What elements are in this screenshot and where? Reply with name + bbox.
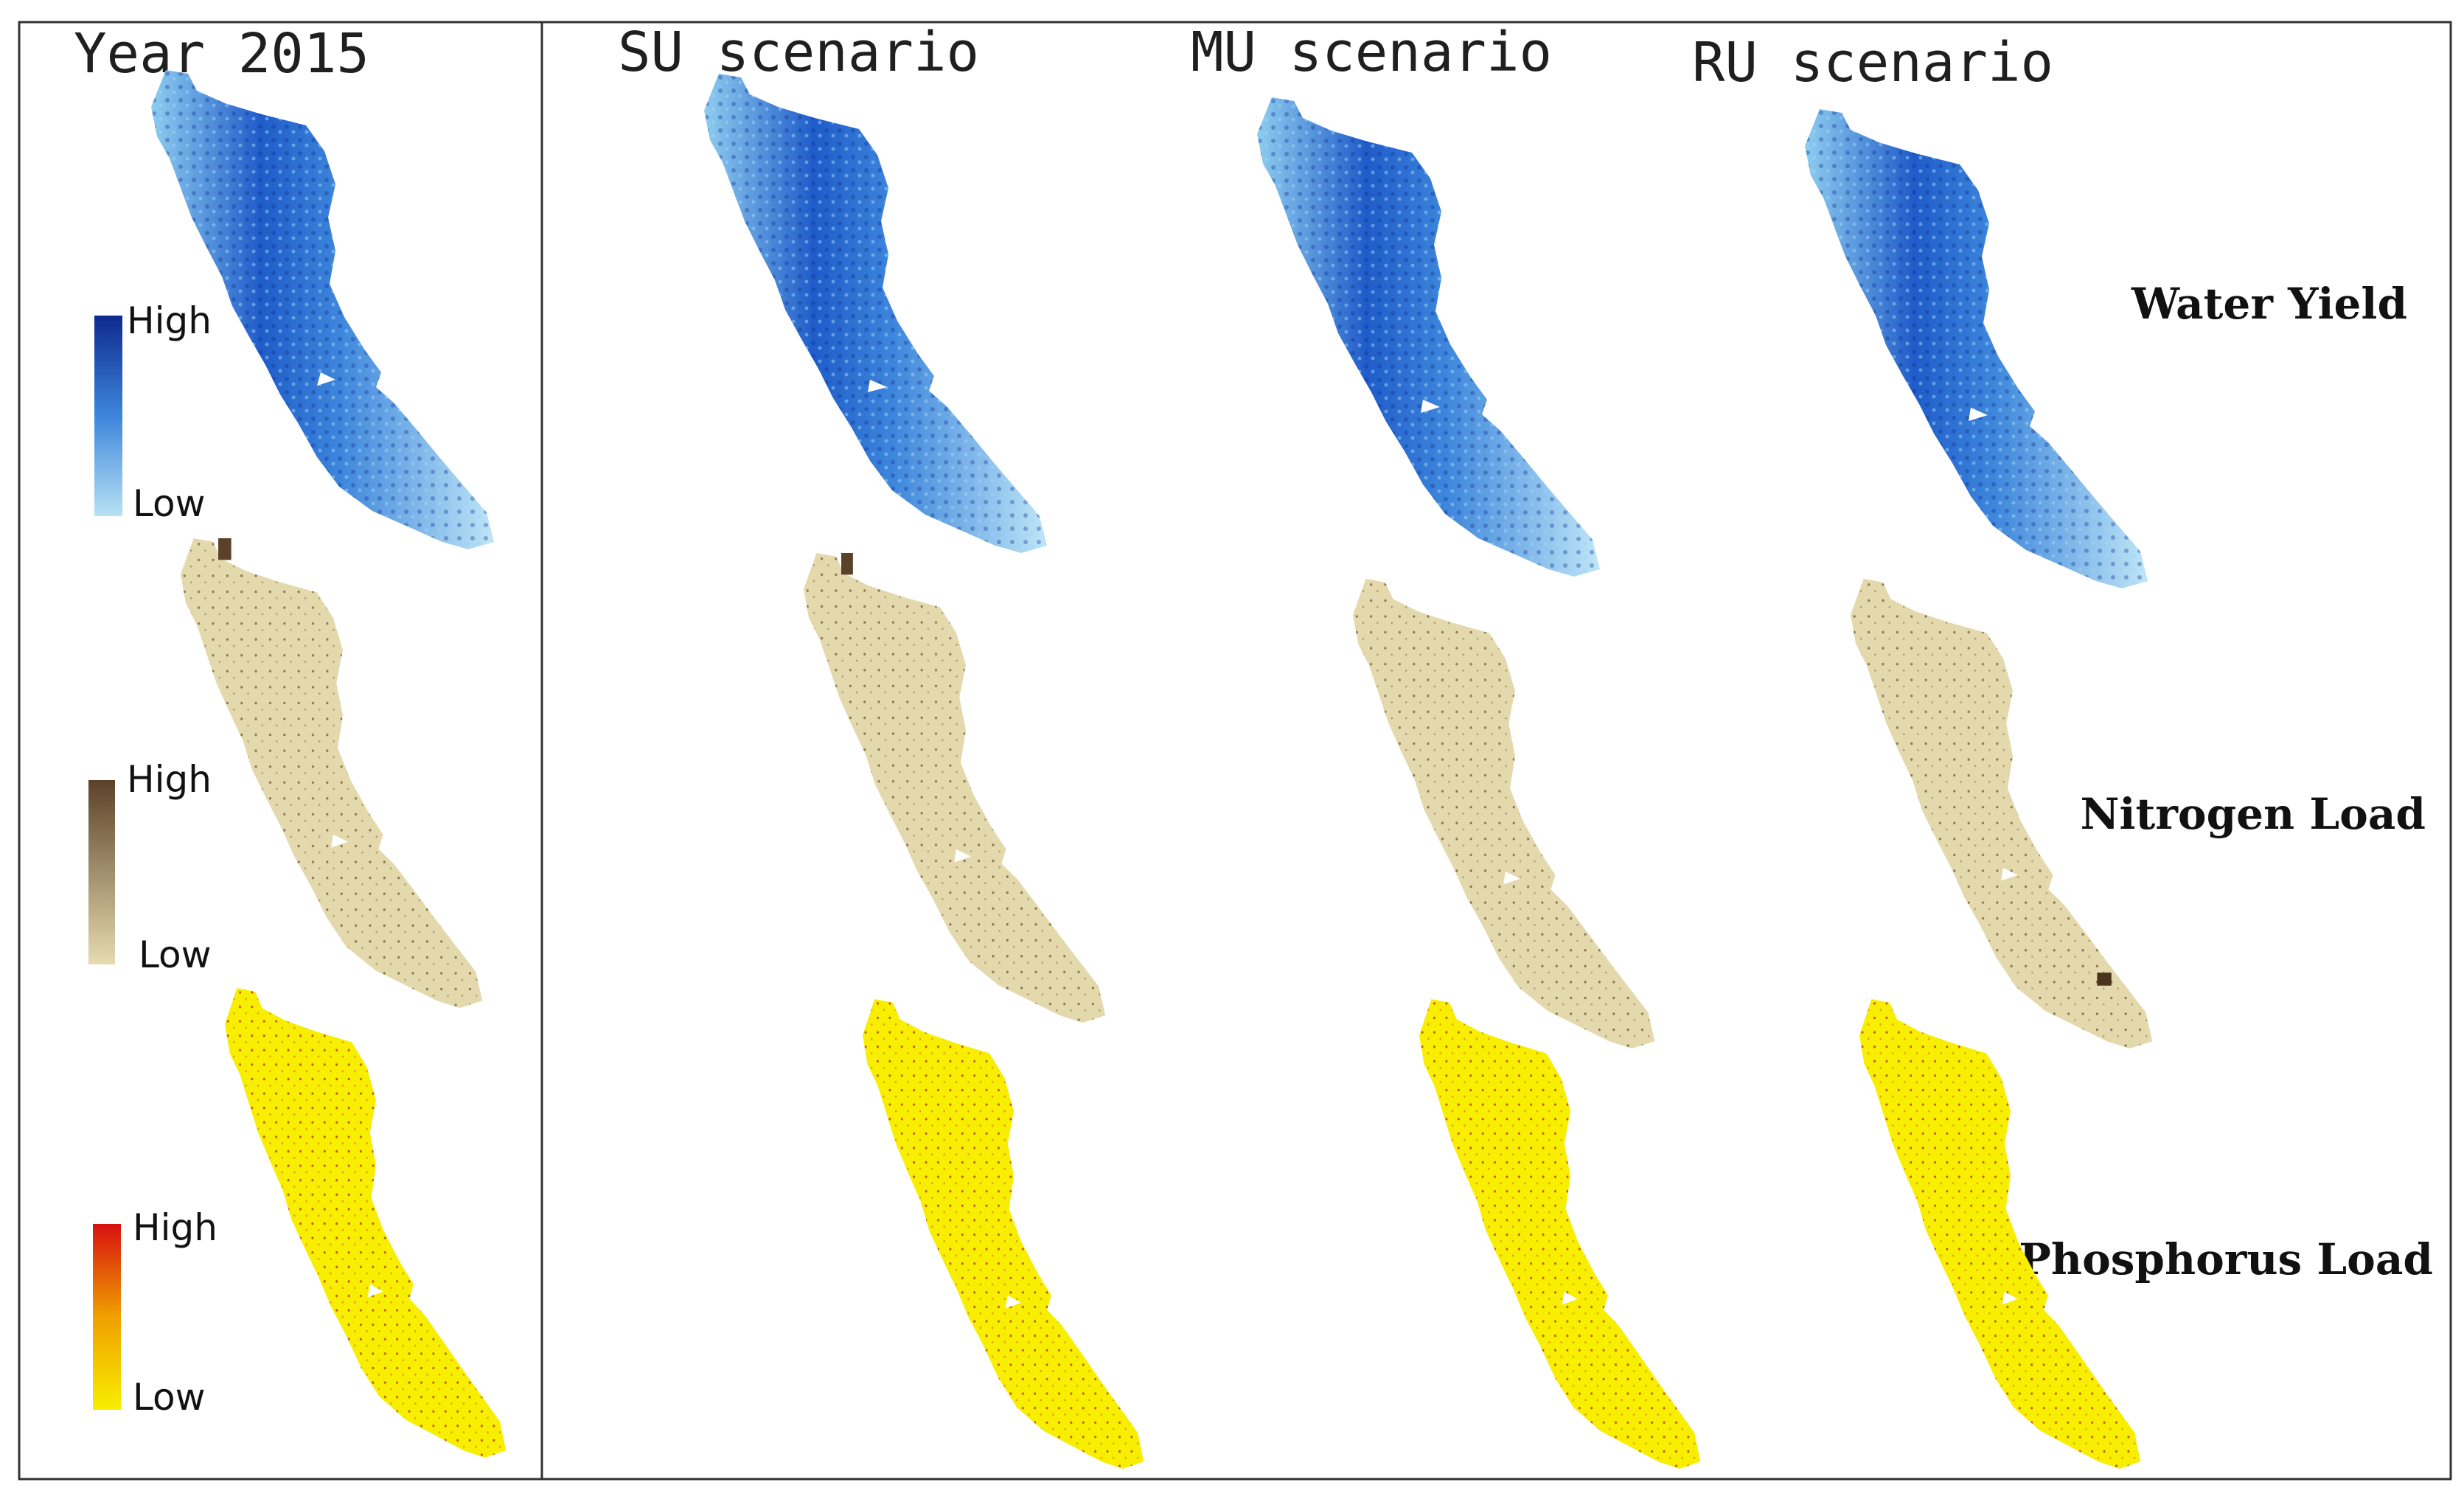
figure-frame: [18, 21, 2452, 1481]
legend-phosphorus-load-ramp: [93, 1224, 121, 1410]
header-su-scenario: SU scenario: [618, 21, 979, 84]
map-nitrogen-load-mu: [1353, 579, 1655, 1048]
legend-nitrogen-load-high: High: [127, 758, 212, 801]
legend-phosphorus-load-low: Low: [133, 1376, 205, 1419]
map-water-yield-su: [704, 74, 1047, 553]
row-label-phosphorus-load: Phosphorus Load: [2019, 1234, 2433, 1284]
legend-nitrogen-load-low: Low: [139, 933, 211, 976]
legend-phosphorus-load-high: High: [133, 1206, 217, 1249]
map-nitrogen-load-2015: [181, 538, 483, 1008]
map-water-yield-ru: [1805, 109, 2148, 588]
row-label-water-yield: Water Yield: [2131, 279, 2407, 329]
row-label-nitrogen-load: Nitrogen Load: [2080, 789, 2426, 839]
header-year-2015: Year 2015: [74, 22, 369, 86]
map-phosphorus-load-ru: [1859, 999, 2141, 1469]
header-ru-scenario: RU scenario: [1692, 31, 2053, 94]
map-water-yield-mu: [1257, 97, 1600, 577]
legend-water-yield: High Low: [94, 299, 212, 525]
legend-phosphorus-load: High Low: [93, 1206, 217, 1419]
map-water-yield-2015: [151, 70, 494, 549]
legend-water-yield-ramp: [94, 316, 122, 516]
legend-nitrogen-load-ramp: [88, 780, 115, 964]
map-nitrogen-load-ru: [1851, 579, 2153, 1048]
legend-water-yield-high: High: [127, 299, 212, 342]
legend-water-yield-low: Low: [133, 482, 205, 525]
map-phosphorus-load-su: [863, 999, 1144, 1469]
header-mu-scenario: MU scenario: [1191, 21, 1552, 84]
map-nitrogen-load-su: [804, 553, 1106, 1023]
legend-nitrogen-load: High Low: [88, 758, 212, 976]
map-phosphorus-load-mu: [1419, 999, 1701, 1469]
map-phosphorus-load-2015: [225, 988, 507, 1458]
